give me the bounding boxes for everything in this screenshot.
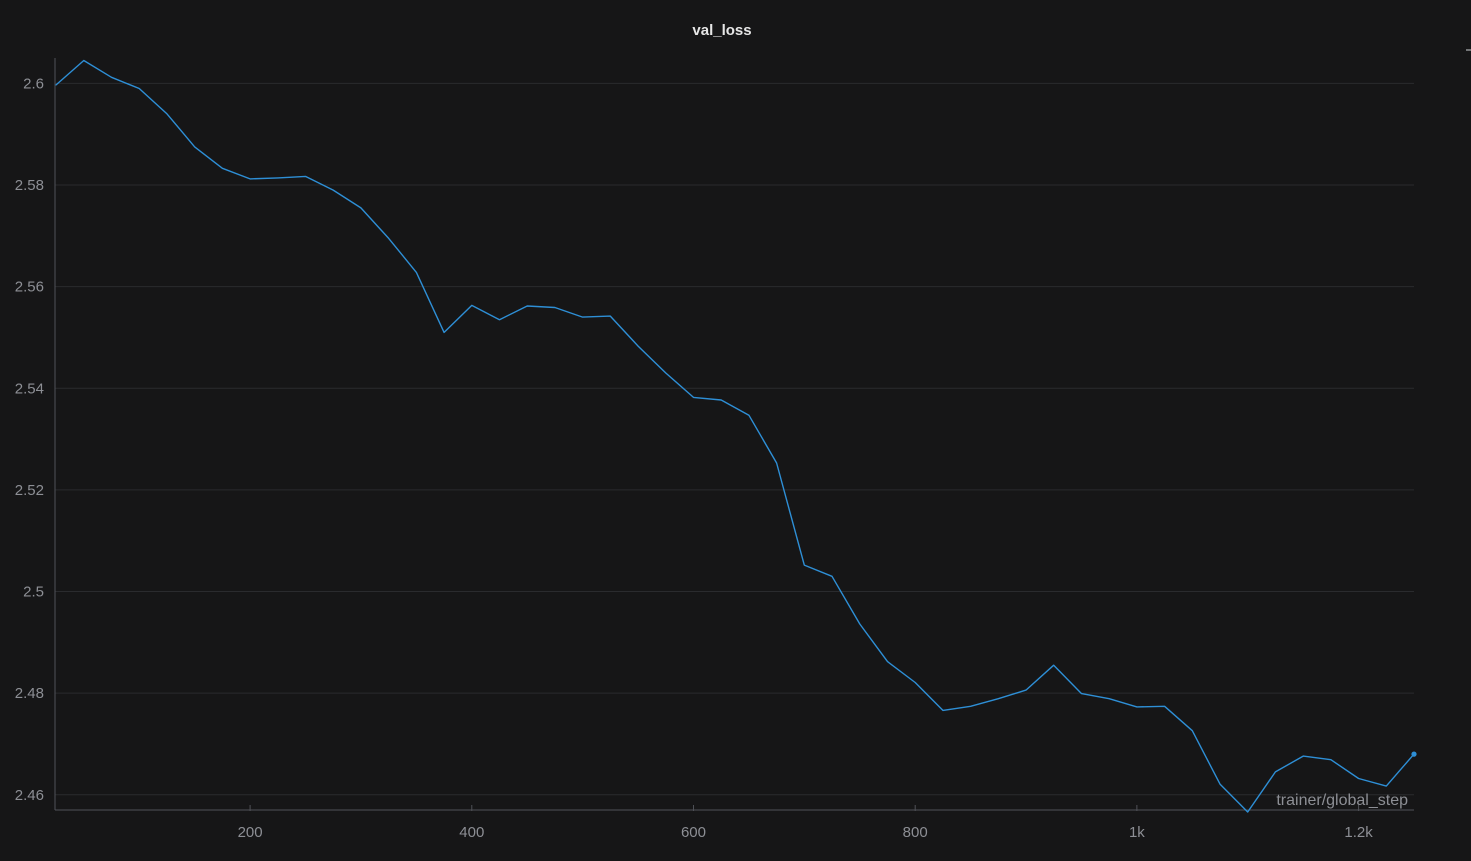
y-tick-label: 2.5 [23,584,44,601]
data-point [1330,758,1332,760]
data-point [969,705,971,707]
x-axis-label: trainer/global_step [1276,792,1408,809]
data-point [249,178,251,180]
x-tick-label: 200 [238,824,263,841]
data-point [803,564,805,566]
data-point [332,189,334,191]
y-tick-label: 2.52 [15,482,44,499]
y-tick-label: 2.54 [15,380,44,397]
data-point [360,207,362,209]
data-point [1108,698,1110,700]
data-point [1053,664,1055,666]
data-point [110,76,112,78]
x-tick-label: 600 [681,824,706,841]
data-point [83,59,85,61]
x-tick-label: 800 [903,824,928,841]
data-point [692,396,694,398]
data-point [1302,755,1304,757]
grid-lines [55,82,1414,796]
axes [54,58,1414,811]
data-point [609,315,611,317]
y-tick-labels: 2.46 2.48 2.5 2.52 2.54 2.56 2.58 2.6 [15,75,44,803]
data-point [859,623,861,625]
data-point [193,146,195,148]
data-point [138,87,140,89]
last-data-point [1411,751,1417,757]
data-point [55,84,57,86]
data-point [775,462,777,464]
y-tick-label: 2.48 [15,685,44,702]
data-point [1191,730,1193,732]
data-point [942,709,944,711]
data-point [637,345,639,347]
data-point [415,271,417,273]
y-tick-label: 2.56 [15,279,44,296]
data-point [665,372,667,374]
data-point [914,681,916,683]
data-point [526,305,528,307]
x-tick-label: 1.2k [1344,824,1373,841]
data-point [1163,705,1165,707]
x-tick-label: 1k [1129,824,1145,841]
data-point [1136,706,1138,708]
data-point [1247,811,1249,813]
data-point [387,237,389,239]
y-tick-label: 2.46 [15,787,44,804]
chart-title: val_loss [692,22,752,39]
data-point [1385,785,1387,787]
data-point [221,167,223,169]
data-point [748,414,750,416]
data-point [277,177,279,179]
data-point [1025,689,1027,691]
data-point [997,698,999,700]
data-point [443,331,445,333]
data-point [166,113,168,115]
data-point [471,304,473,306]
data-point [1357,777,1359,779]
x-tick-labels: 200 400 600 800 1k 1.2k [238,824,1374,841]
data-point [886,660,888,662]
y-tick-label: 2.58 [15,177,44,194]
data-point [1274,771,1276,773]
series-layer [55,59,1417,813]
data-point [1080,692,1082,694]
y-tick-label: 2.6 [23,75,44,92]
data-point [304,175,306,177]
data-point [831,575,833,577]
data-point [554,306,556,308]
data-point [498,318,500,320]
data-point [720,399,722,401]
data-point [581,316,583,318]
series-line [55,59,1415,813]
x-tick-label: 400 [459,824,484,841]
data-point [1219,783,1221,785]
